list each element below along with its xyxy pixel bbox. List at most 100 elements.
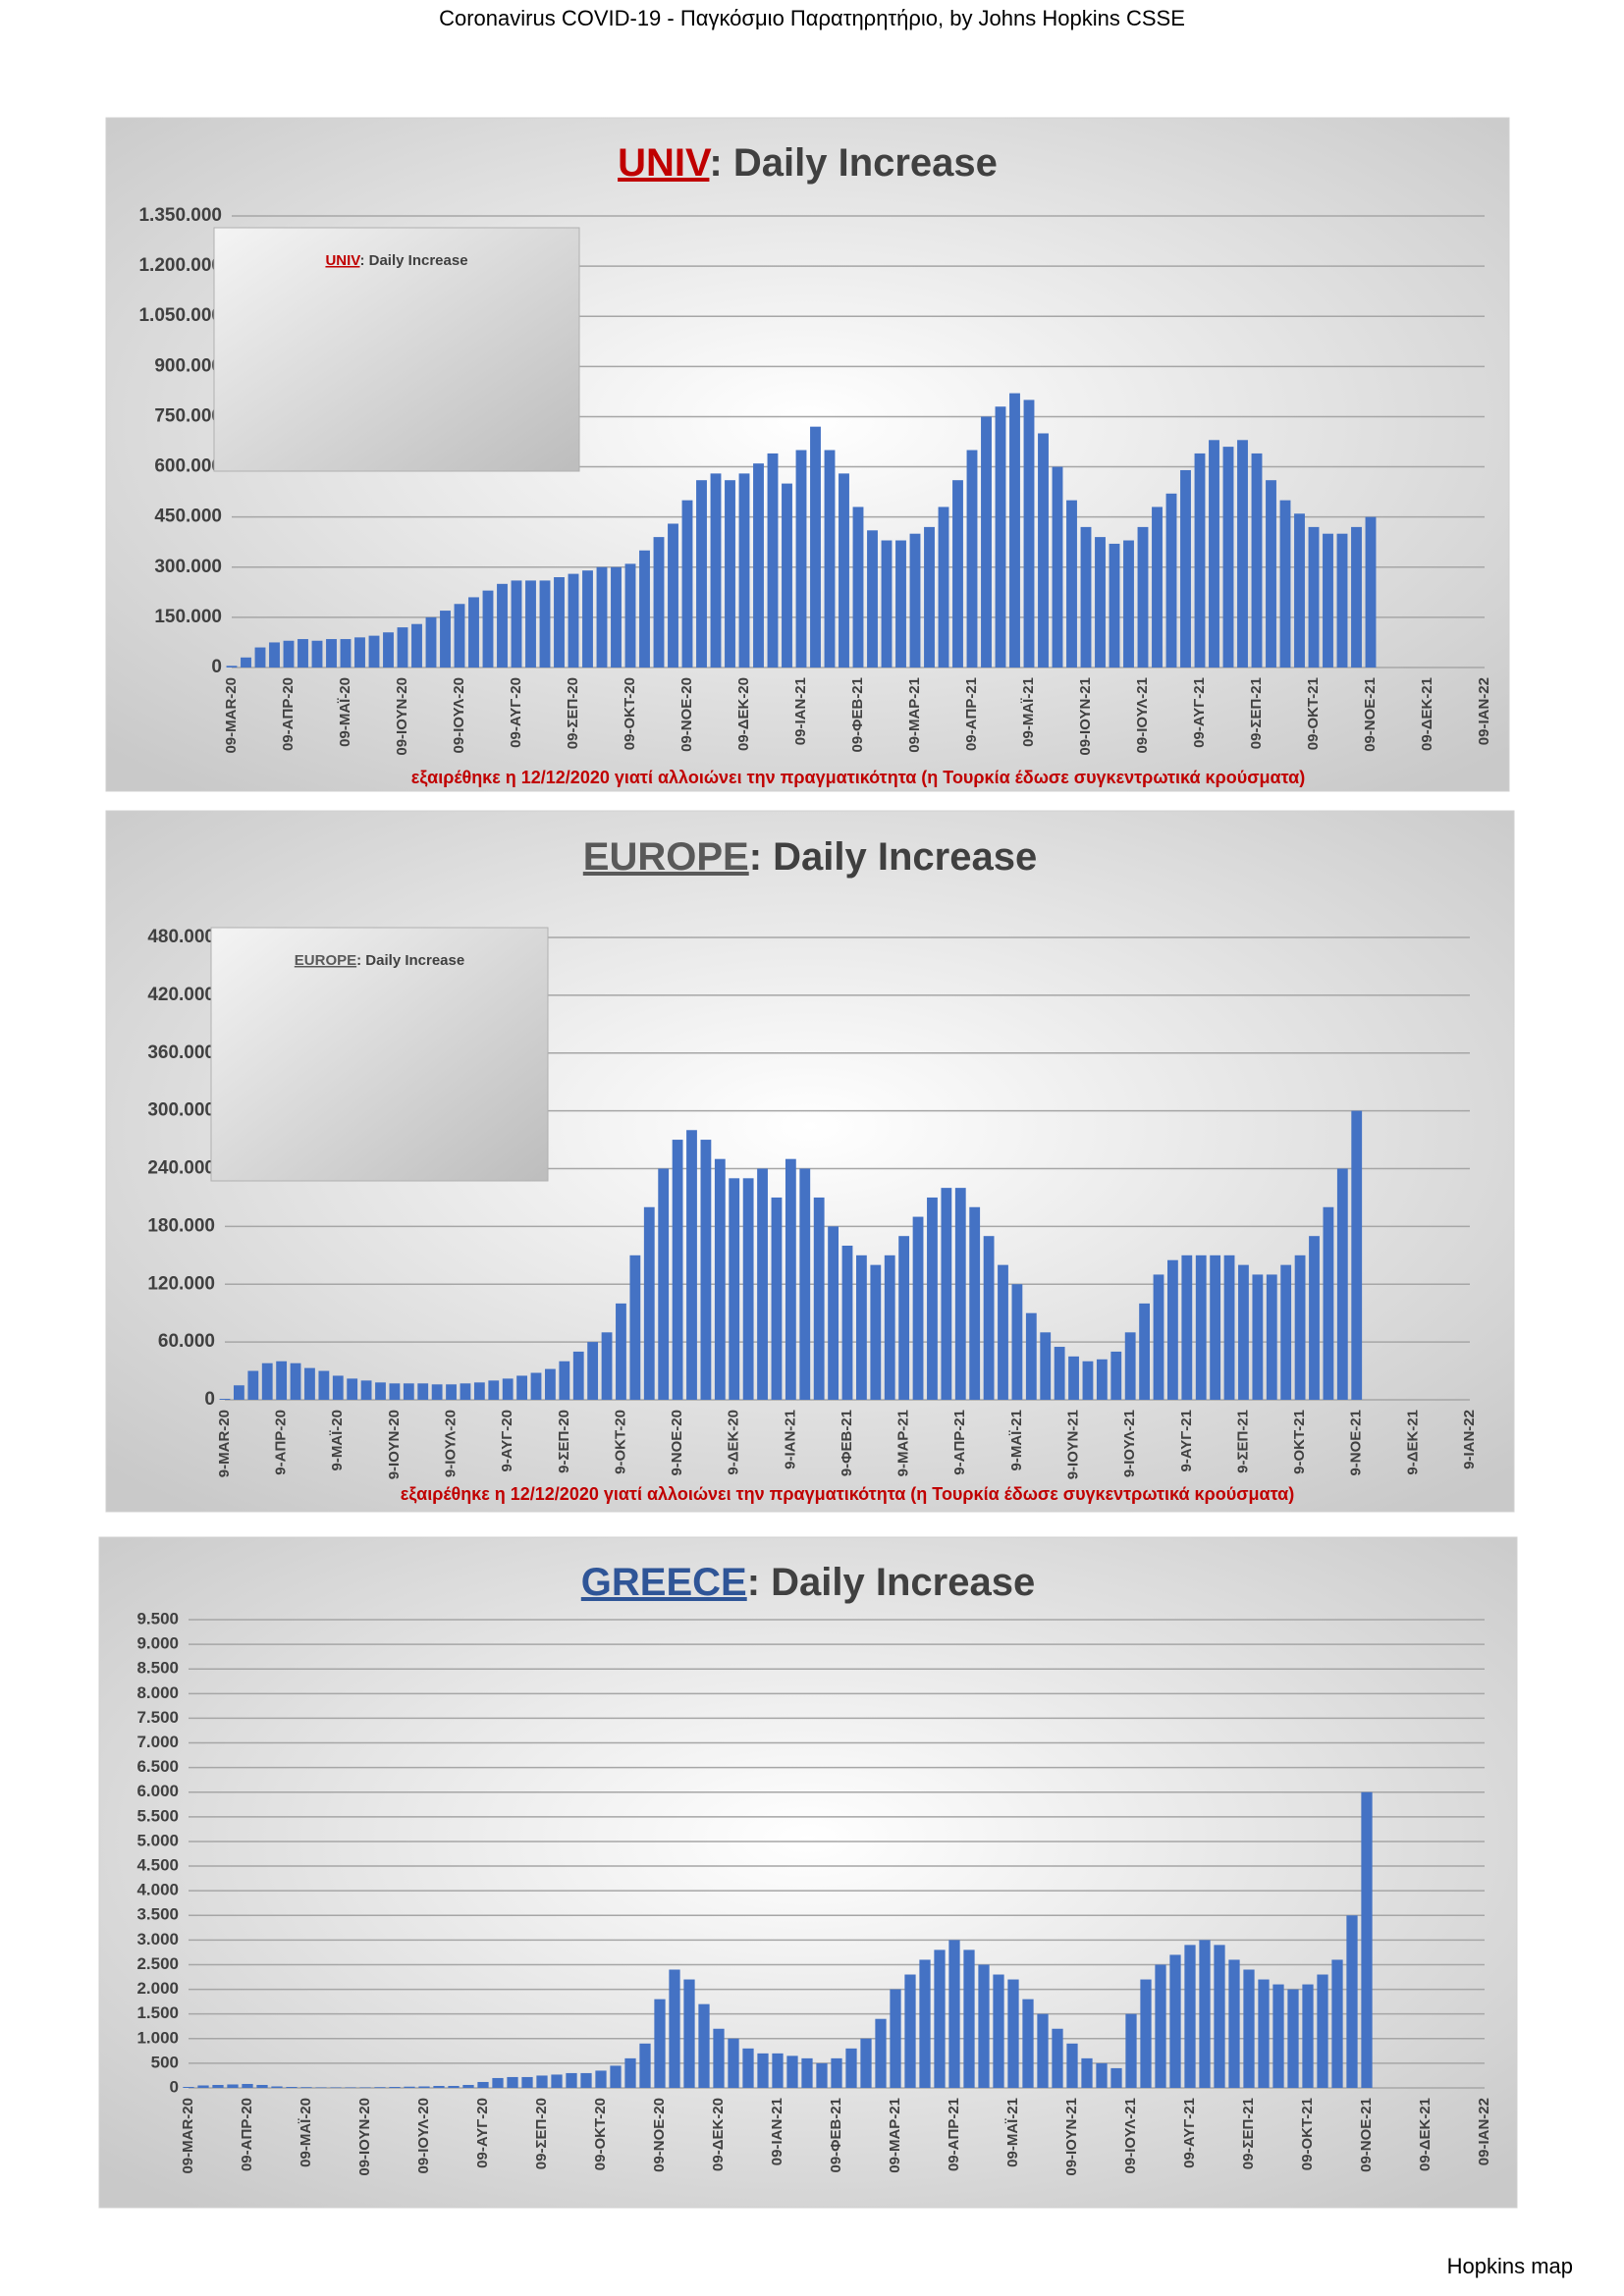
bar <box>653 537 665 667</box>
bar <box>696 480 707 667</box>
bar <box>425 616 437 667</box>
y-tick-label: 500 <box>151 2053 179 2071</box>
bar <box>912 1216 924 1400</box>
x-tick-label: 09-ΙΑΝ-21 <box>792 677 809 745</box>
bar <box>460 1383 471 1400</box>
bar <box>799 1168 811 1400</box>
bar <box>545 1368 556 1400</box>
bar <box>816 2062 828 2088</box>
bar <box>856 1255 867 1400</box>
x-tick-label: 09-ΔΕΚ-21 <box>1419 677 1435 751</box>
y-tick-label: 900.000 <box>154 355 222 376</box>
x-tick-label: 09-ΜΑΪ-21 <box>1020 677 1037 747</box>
y-tick-label: 2.500 <box>136 1954 179 1973</box>
y-tick-label: 5.000 <box>136 1831 179 1849</box>
bar <box>360 1380 372 1400</box>
bar <box>212 2084 224 2088</box>
y-tick-label: 120.000 <box>147 1273 215 1294</box>
bar <box>488 1380 500 1400</box>
bar <box>1153 1274 1164 1400</box>
bar <box>525 580 536 667</box>
bar <box>347 1378 358 1400</box>
y-tick-label: 1.200.000 <box>138 255 222 276</box>
bar <box>269 642 280 667</box>
bar <box>1095 537 1106 667</box>
x-tick-label: 09-ΜΑΪ-20 <box>298 2098 314 2167</box>
y-tick-label: 450.000 <box>154 507 222 527</box>
bar <box>919 1959 931 2088</box>
bar <box>368 635 380 667</box>
y-tick-label: 8.500 <box>136 1659 179 1678</box>
bar <box>898 1236 910 1400</box>
bar <box>639 550 650 667</box>
x-tick-label: 9-ΑΠΡ-21 <box>951 1410 968 1475</box>
bar <box>934 1949 946 2088</box>
bar <box>890 1989 901 2088</box>
y-tick-label: 0 <box>211 657 222 677</box>
chart-title-region: EUROPE <box>583 835 749 879</box>
bar <box>254 647 266 667</box>
bar <box>286 2086 298 2088</box>
bar <box>1266 480 1276 667</box>
y-tick-label: 240.000 <box>147 1158 215 1179</box>
bar <box>610 2065 622 2088</box>
bar <box>1351 526 1362 667</box>
y-tick-label: 3.000 <box>136 1930 179 1949</box>
bar <box>672 1140 683 1400</box>
bar <box>1040 1332 1052 1400</box>
bar <box>927 1197 938 1400</box>
bar <box>197 2085 209 2088</box>
bar <box>1140 1979 1152 2088</box>
bar <box>966 450 978 667</box>
x-tick-label: 9-ΣΕΠ-20 <box>556 1410 572 1473</box>
x-tick-label: 09-ΣΕΠ-20 <box>533 2098 550 2169</box>
chart-title: EUROPE: Daily Increase <box>583 835 1037 879</box>
bar <box>298 639 308 667</box>
bar <box>1007 1979 1019 2088</box>
bar <box>1323 1206 1334 1400</box>
bar <box>771 1197 783 1400</box>
bar <box>841 1246 853 1400</box>
bar <box>1180 469 1191 667</box>
x-tick-label: 09-ΝΟΕ-21 <box>1358 2098 1375 2172</box>
bar <box>875 2018 887 2088</box>
bar <box>1167 1259 1178 1400</box>
x-tick-label: 09-ΙΟΥΝ-20 <box>394 677 410 756</box>
bar <box>1214 1945 1225 2088</box>
x-tick-label: 09-ΟΚΤ-21 <box>1299 2098 1316 2170</box>
bar <box>1080 526 1092 667</box>
inset-title: EUROPE: Daily Increase <box>295 952 464 969</box>
y-tick-label: 150.000 <box>154 607 222 627</box>
x-tick-label: 9-ΝΟΕ-20 <box>669 1410 685 1476</box>
x-tick-label: 09-ΦΕΒ-21 <box>849 677 866 753</box>
bar <box>810 426 821 667</box>
bar <box>852 507 864 667</box>
bar <box>1294 1255 1306 1400</box>
bar <box>1169 1954 1181 2088</box>
x-tick-label: 9-ΙΟΥΛ-20 <box>443 1410 460 1477</box>
bar <box>389 1383 401 1400</box>
bar <box>227 2084 239 2088</box>
x-tick-label: 09-ΔΕΚ-21 <box>1417 2098 1434 2171</box>
y-tick-label: 5.500 <box>136 1806 179 1825</box>
bar <box>1222 447 1234 667</box>
chart-title: UNIV: Daily Increase <box>618 141 998 185</box>
inset-title-region: EUROPE <box>295 952 356 969</box>
bar <box>1351 1110 1363 1400</box>
bar <box>1011 1284 1023 1400</box>
y-tick-label: 6.500 <box>136 1757 179 1776</box>
bar <box>340 639 352 667</box>
bar <box>683 1979 695 2088</box>
bar <box>326 639 337 667</box>
chart-title: GREECE: Daily Increase <box>581 1561 1035 1604</box>
bar <box>981 416 992 667</box>
bar <box>1308 526 1320 667</box>
bar <box>572 1351 584 1400</box>
bar <box>1309 1236 1320 1400</box>
bar <box>1336 533 1348 667</box>
bar <box>411 623 422 667</box>
bar <box>1181 1255 1193 1400</box>
bar <box>1294 513 1305 667</box>
x-tick-label: 9-ΙΟΥΝ-21 <box>1065 1410 1082 1479</box>
bar <box>530 1372 542 1400</box>
